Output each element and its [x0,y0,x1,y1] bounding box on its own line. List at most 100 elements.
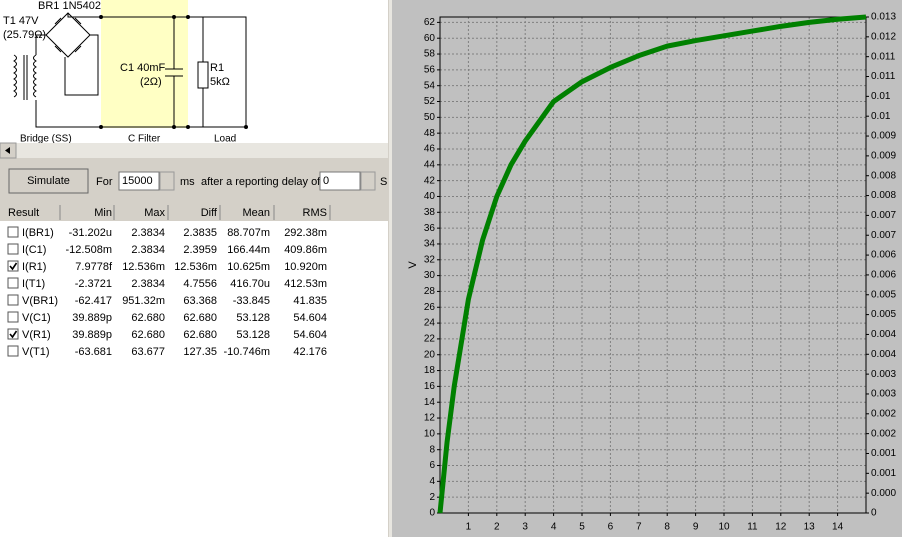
series-line [437,14,867,514]
y-tick-label: 20 [424,349,436,360]
y2-tick-label: 0.011 [871,71,896,82]
table-cell: 10.920m [284,261,327,273]
table-cell: 39.889p [72,312,112,324]
section-label: Load [214,134,236,145]
checkbox[interactable] [7,311,19,323]
y2-tick-label: 0.003 [871,389,896,400]
table-cell: V(BR1) [22,295,58,307]
simulate-button[interactable] [8,168,89,194]
table-cell: I(BR1) [22,227,54,239]
x-tick-label: 9 [693,522,699,533]
y2-tick-label: 0.008 [871,190,896,201]
table-cell: 53.128 [236,329,270,341]
y2-tick-label: 0.002 [871,408,896,419]
table-cell: 166.44m [227,244,270,256]
column-header: Diff [201,207,218,219]
table-cell: 292.38m [284,227,327,239]
section-label: C Filter [128,134,161,145]
y-tick-label: 36 [424,223,436,234]
y2-tick-label: 0.003 [871,369,896,380]
table-cell: 54.604 [293,329,327,341]
table-cell: 62.680 [131,312,165,324]
delay-input[interactable] [319,171,361,191]
table-cell: 62.680 [183,312,217,324]
y2-tick-label: 0.007 [871,230,896,241]
plot-frame [439,16,867,514]
table-cell: 416.70u [230,278,270,290]
column-header: Min [94,207,112,219]
scrollbar[interactable] [0,143,388,158]
table-cell: V(R1) [22,329,51,341]
table-cell: 127.35 [183,346,217,358]
y-tick-label: 32 [424,254,436,265]
y-tick-label: 6 [429,460,435,471]
table-cell: 41.835 [293,295,327,307]
transformer-label: T1 47V [3,15,39,27]
y-tick-label: 44 [424,159,436,170]
table-cell: 4.7556 [183,278,217,290]
table-cell: 412.53m [284,278,327,290]
y2-tick-label: 0 [871,508,877,519]
y2-tick-label: 0.000 [871,488,896,499]
y2-tick-label: 0.004 [871,329,896,340]
checkbox[interactable] [7,226,19,238]
table-cell: 2.3834 [131,278,165,290]
y-tick-label: 2 [429,492,435,503]
x-tick-label: 7 [636,522,642,533]
checkbox[interactable] [7,277,19,289]
y-tick-label: 46 [424,144,436,155]
y-tick-label: 12 [424,413,436,424]
button-label: Simulate [27,175,70,187]
table-cell: -33.845 [233,295,270,307]
table-cell: 2.3835 [183,227,217,239]
y-tick-label: 8 [429,444,435,455]
delay-text: after a reporting delay of [201,176,321,188]
resistor-label: R1 [210,62,224,74]
y2-tick-label: 0.001 [871,468,896,479]
y2-tick-label: 0.006 [871,250,896,261]
y-tick-label: 40 [424,191,436,202]
table-cell: -62.417 [75,295,112,307]
y-tick-label: 26 [424,302,436,313]
duration-input[interactable] [118,171,160,191]
table-cell: I(T1) [22,278,45,290]
y2-tick-label: 0.009 [871,131,896,142]
y-tick-label: 60 [424,33,436,44]
x-tick-label: 1 [466,522,472,533]
delay-spinner[interactable] [360,171,376,191]
table-header [0,204,388,221]
y-tick-label: 52 [424,96,436,107]
y-tick-label: 16 [424,381,436,392]
checkbox[interactable] [7,243,19,255]
x-tick-label: 11 [747,522,758,533]
table-cell: 42.176 [293,346,327,358]
y-tick-label: 48 [424,128,436,139]
table-cell: 2.3959 [183,244,217,256]
checkmark [9,262,18,271]
y-tick-label: 42 [424,175,436,186]
table-cell: I(C1) [22,244,46,256]
for-label: For [96,176,113,188]
bridge-label: BR1 1N5402 [38,0,101,12]
y-tick-label: 62 [424,17,436,28]
table-cell: V(C1) [22,312,51,324]
column-header: Result [8,207,39,219]
checkbox[interactable] [7,260,19,272]
splitter[interactable] [389,0,392,537]
capacitor-label: C1 40mF [120,62,166,74]
x-tick-label: 6 [608,522,614,533]
table-cell: 63.677 [131,346,165,358]
checkbox[interactable] [7,294,19,306]
table-cell: 12.536m [122,261,165,273]
duration-spinner[interactable] [159,171,175,191]
junctions [99,15,248,129]
table-cell: 62.680 [183,329,217,341]
y-tick-label: 24 [424,318,436,329]
arrow-icon [5,147,10,154]
checkbox[interactable] [7,328,19,340]
checkbox[interactable] [7,345,19,357]
table-cell: 62.680 [131,329,165,341]
table-cell: V(T1) [22,346,50,358]
column-header: RMS [303,207,327,219]
y-tick-label: 22 [424,334,436,345]
